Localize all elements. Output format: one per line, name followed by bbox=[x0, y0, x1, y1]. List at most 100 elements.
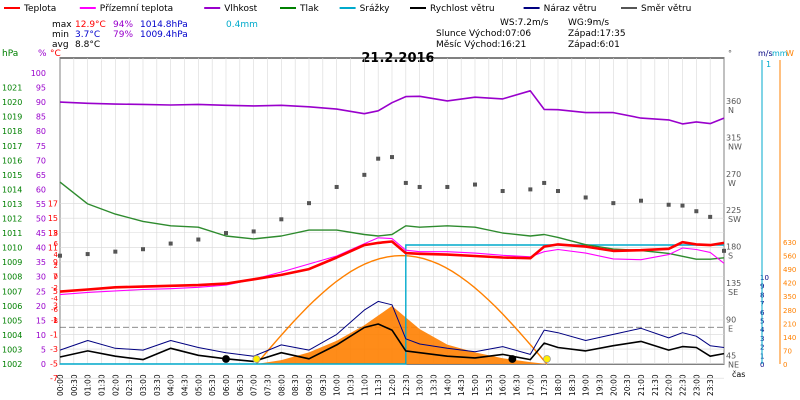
pct-tick-19: 5 bbox=[41, 345, 46, 354]
pct-tick-15: 25 bbox=[36, 287, 46, 296]
w-tick-1: 560 bbox=[783, 253, 796, 261]
x-tick-1: 00:30 bbox=[70, 374, 79, 396]
x-tick-30: 15:00 bbox=[471, 374, 480, 396]
wind-speed-line bbox=[59, 323, 725, 363]
w-tick-7: 140 bbox=[783, 334, 796, 342]
pct-tick-10: 50 bbox=[36, 215, 46, 224]
direction-point bbox=[168, 241, 173, 246]
x-tick-17: 08:30 bbox=[291, 374, 300, 396]
legend-label-7: Směr větru bbox=[641, 4, 691, 14]
dir-tick-5: SE bbox=[728, 288, 738, 297]
deg-tick-6: 90 bbox=[726, 315, 736, 324]
chart-legend: Teplota Přízemní teplota Vlhkost Tlak Srážky… bbox=[4, 4, 691, 14]
direction-point bbox=[362, 172, 367, 177]
hpa-tick-3: 1018 bbox=[2, 127, 22, 136]
w-tick-4: 350 bbox=[783, 293, 796, 301]
w-tick-0: 630 bbox=[783, 239, 796, 247]
wind-temp-tick-2: 4 bbox=[54, 251, 59, 259]
legend-label-2: Vlhkost bbox=[224, 4, 257, 14]
pct-tick-13: 35 bbox=[36, 258, 46, 267]
temp-tick-11: -5 bbox=[50, 360, 58, 369]
x-tick-32: 16:00 bbox=[499, 374, 508, 396]
dir-tick-7: NE bbox=[728, 361, 739, 370]
hpa-tick-18: 1003 bbox=[2, 345, 22, 354]
temp-tick-10: -3 bbox=[50, 345, 58, 354]
stats-block: max 12.9°C 94% 1014.8hPa 0.4mm min 3.7°C… bbox=[52, 20, 258, 50]
x-tick-45: 22:30 bbox=[679, 374, 688, 396]
wind-speed-info: WS:7.2m/s bbox=[500, 18, 549, 28]
x-tick-47: 23:30 bbox=[706, 374, 715, 396]
stats-min-humidity: 79% bbox=[113, 30, 133, 40]
sunset-marker bbox=[543, 355, 551, 363]
temp-tick-7: 3 bbox=[53, 301, 58, 310]
x-tick-21: 10:30 bbox=[347, 374, 356, 396]
stats-max-label: max bbox=[52, 20, 72, 30]
stats-avg-label: avg bbox=[52, 40, 69, 50]
direction-point bbox=[556, 189, 560, 194]
axis-title-mm: mm bbox=[772, 49, 788, 58]
hpa-tick-19: 1002 bbox=[2, 360, 22, 369]
x-tick-44: 22:00 bbox=[665, 374, 674, 396]
w-tick-3: 420 bbox=[783, 280, 796, 288]
pct-tick-0: 100 bbox=[31, 69, 46, 78]
sunrise-info: Slunce Východ:07:06 bbox=[436, 29, 531, 39]
direction-point bbox=[722, 248, 726, 253]
x-tick-31: 15:30 bbox=[485, 374, 494, 396]
dir-tick-2: W bbox=[728, 179, 736, 188]
temp-tick-9: -1 bbox=[50, 331, 58, 340]
direction-point bbox=[376, 156, 381, 161]
pct-tick-11: 45 bbox=[36, 229, 46, 238]
pct-tick-14: 30 bbox=[36, 273, 46, 282]
deg-tick-0: 360 bbox=[726, 97, 741, 106]
hpa-tick-7: 1014 bbox=[2, 185, 22, 194]
direction-point bbox=[196, 237, 201, 242]
ms-tick-10: 0 bbox=[760, 361, 764, 369]
x-tick-19: 09:30 bbox=[319, 374, 328, 396]
wind-temp-tick-7: -6 bbox=[51, 306, 59, 314]
dir-tick-1: NW bbox=[728, 142, 742, 151]
x-tick-26: 13:00 bbox=[416, 374, 425, 396]
temp-tick-2: 13 bbox=[48, 229, 58, 238]
stats-max-temp: 12.9°C bbox=[75, 20, 106, 30]
pct-tick-1: 95 bbox=[36, 84, 46, 93]
wind-temp-tick-6: -4 bbox=[51, 295, 59, 303]
pct-tick-12: 40 bbox=[36, 244, 46, 253]
sunrise-marker bbox=[252, 355, 261, 363]
pct-tick-3: 85 bbox=[36, 113, 46, 122]
temperature-line bbox=[59, 240, 725, 293]
deg-tick-2: 270 bbox=[726, 170, 741, 179]
dir-tick-3: SW bbox=[728, 215, 741, 224]
hpa-tick-1: 1020 bbox=[2, 98, 22, 107]
plot-area bbox=[58, 90, 726, 365]
direction-point bbox=[403, 180, 408, 185]
direction-point bbox=[417, 184, 422, 189]
temp-tick-0: 17 bbox=[48, 200, 58, 209]
x-tick-8: 04:00 bbox=[167, 374, 176, 396]
direction-point bbox=[473, 182, 477, 187]
hpa-tick-11: 1010 bbox=[2, 244, 22, 253]
moonrise-marker bbox=[508, 355, 517, 363]
temp-tick-8: 1 bbox=[53, 316, 58, 325]
axis-title-temp: °C bbox=[50, 49, 61, 59]
stats-max-pressure: 1014.8hPa bbox=[140, 20, 188, 30]
hpa-tick-12: 1009 bbox=[2, 258, 22, 267]
x-tick-43: 21:30 bbox=[651, 374, 660, 396]
ms-tick-0: 10 bbox=[760, 274, 769, 282]
hpa-tick-13: 1008 bbox=[2, 273, 22, 282]
stats-max-rain: 0.4mm bbox=[226, 20, 258, 30]
pct-tick-18: 10 bbox=[36, 331, 46, 340]
dir-tick-4: S bbox=[728, 252, 733, 261]
x-tick-16: 08:00 bbox=[277, 374, 286, 396]
gust-line bbox=[59, 300, 725, 357]
x-tick-34: 17:00 bbox=[526, 374, 535, 396]
hpa-tick-0: 1021 bbox=[2, 84, 22, 93]
x-tick-6: 03:00 bbox=[139, 374, 148, 396]
hpa-tick-8: 1013 bbox=[2, 200, 22, 209]
direction-point bbox=[666, 202, 671, 207]
pct-tick-4: 80 bbox=[36, 127, 46, 136]
direction-point bbox=[694, 209, 699, 214]
x-tick-12: 06:00 bbox=[222, 374, 231, 396]
wind-gust-info: WG:9m/s bbox=[568, 18, 609, 28]
wind-temp-tick-3: 2 bbox=[54, 262, 58, 270]
direction-point bbox=[334, 184, 339, 189]
